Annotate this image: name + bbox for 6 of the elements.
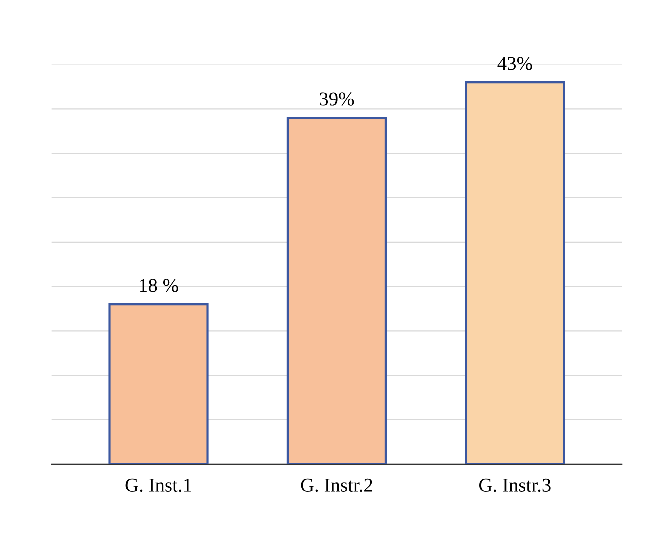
x-tick-label: G. Inst.1 — [126, 478, 192, 492]
data-label: 18 % — [140, 279, 178, 292]
x-tick-label: G. Instr.3 — [480, 478, 551, 492]
x-tick-label: G. Instr.2 — [301, 478, 372, 492]
data-label: 43% — [498, 57, 532, 70]
data-label: 39% — [320, 92, 354, 106]
